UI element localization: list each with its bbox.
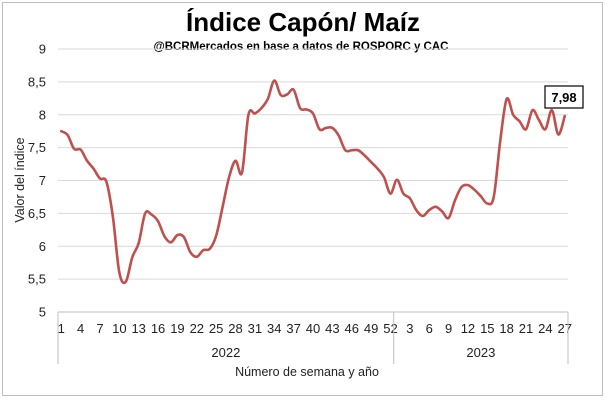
x-tick-label: 16 bbox=[151, 321, 165, 336]
y-tick-label: 9 bbox=[39, 42, 46, 57]
last-value-callout: 7,98 bbox=[544, 85, 584, 109]
x-tick-label: 21 bbox=[519, 321, 533, 336]
y-tick-label: 6,5 bbox=[28, 206, 46, 221]
y-tick-label: 8 bbox=[39, 107, 46, 122]
x-tick-label: 13 bbox=[131, 321, 145, 336]
x-tick-label: 12 bbox=[461, 321, 475, 336]
x-tick-label: 46 bbox=[344, 321, 358, 336]
x-tick-label: 10 bbox=[112, 321, 126, 336]
x-tick-label: 37 bbox=[286, 321, 300, 336]
y-tick-label: 8,5 bbox=[28, 74, 46, 89]
x-tick-label: 31 bbox=[248, 321, 262, 336]
y-tick-label: 6 bbox=[39, 239, 46, 254]
y-tick-label: 7 bbox=[39, 173, 46, 188]
x-axis-ticks: 1 4 7 10 13 16 19 22 25 28 31 34 37 40 43 46 49 52 2022 3 6 9… bbox=[57, 311, 572, 364]
x-tick-label: 3 bbox=[406, 321, 413, 336]
x-tick-label: 19 bbox=[170, 321, 184, 336]
y-axis-ticks: 5 5,5 6 6,5 7 7,5 8 8,5 9 bbox=[28, 42, 46, 320]
callout-label: 7,98 bbox=[551, 90, 576, 105]
y-tick-label: 7,5 bbox=[28, 140, 46, 155]
x-tick-label: 7 bbox=[96, 321, 103, 336]
x-tick-label: 1 bbox=[58, 321, 65, 336]
chart-frame bbox=[2, 2, 603, 396]
y-tick-label: 5,5 bbox=[28, 272, 46, 287]
x-tick-label: 40 bbox=[306, 321, 320, 336]
series-line-group bbox=[59, 79, 567, 285]
x-tick-label: 28 bbox=[228, 321, 242, 336]
chart-title: Índice Capón/ Maíz bbox=[186, 7, 420, 37]
x-tick-label: 49 bbox=[364, 321, 378, 336]
x-tick-label: 22 bbox=[190, 321, 204, 336]
x-axis-title: Número de semana y año bbox=[235, 365, 379, 379]
gridlines bbox=[58, 48, 568, 313]
y-axis-title: Valor del índice bbox=[13, 137, 27, 222]
x-group-label: 2022 bbox=[211, 345, 240, 360]
chart-subtitle: @BCRMercados en base a datos de ROSPORC … bbox=[154, 41, 449, 53]
y-tick-label: 5 bbox=[39, 305, 46, 320]
x-group-label: 2023 bbox=[466, 345, 495, 360]
x-tick-label: 27 bbox=[558, 321, 572, 336]
x-tick-label: 52 bbox=[383, 321, 397, 336]
series-line bbox=[59, 79, 567, 285]
x-tick-label: 24 bbox=[538, 321, 552, 336]
x-tick-label: 4 bbox=[77, 321, 84, 336]
x-tick-label: 15 bbox=[480, 321, 494, 336]
x-tick-label: 18 bbox=[499, 321, 513, 336]
x-tick-label: 43 bbox=[325, 321, 339, 336]
x-tick-label: 9 bbox=[445, 321, 452, 336]
x-tick-label: 6 bbox=[426, 321, 433, 336]
x-tick-label: 25 bbox=[209, 321, 223, 336]
x-tick-label: 34 bbox=[267, 321, 281, 336]
callout-box bbox=[544, 85, 584, 109]
